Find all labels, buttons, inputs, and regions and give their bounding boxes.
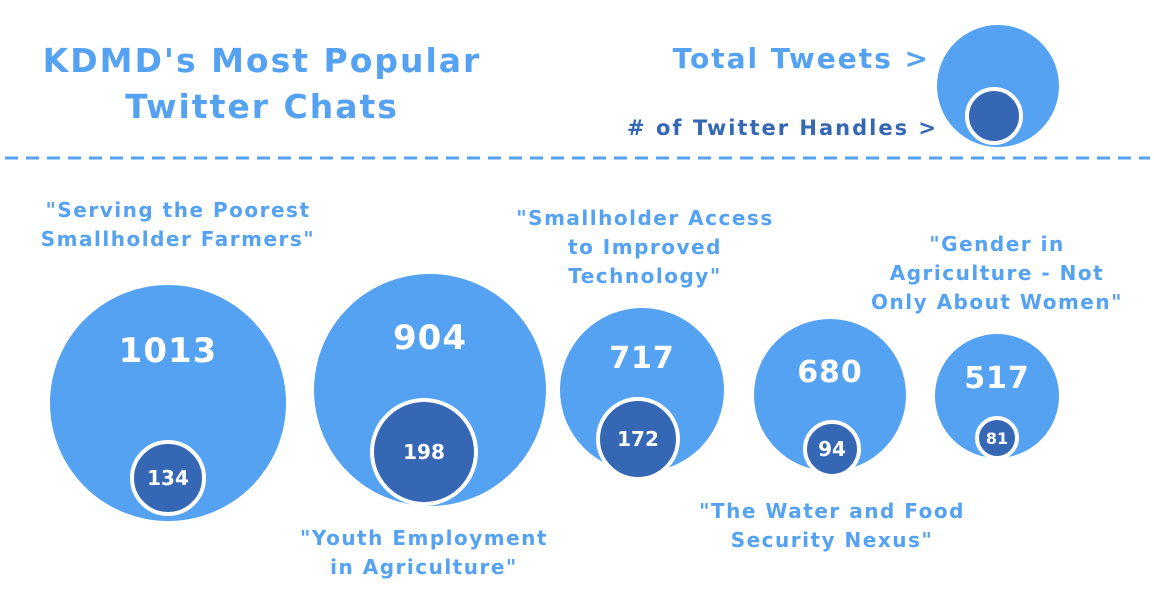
handles-bubble-5	[975, 416, 1019, 460]
total-tweets-value-4: 680	[797, 355, 863, 390]
legend-total-tweets-label: Total Tweets >	[673, 42, 930, 75]
total-tweets-value-1: 1013	[119, 331, 218, 371]
chart-title-line-2: Twitter Chats	[125, 87, 399, 126]
chat-label-4-line-1: "The Water and Food	[699, 499, 965, 523]
chart-title-line-1: KDMD's Most Popular	[43, 41, 482, 80]
handles-value-1: 134	[147, 466, 189, 490]
chat-label-5-line-1: "Gender in	[929, 232, 1064, 256]
total-tweets-bubble-1	[50, 285, 286, 521]
chat-label-4-line-2: Security Nexus"	[731, 528, 934, 552]
handles-value-4: 94	[818, 437, 846, 461]
chat-label-3-line-3: Technology"	[568, 264, 722, 288]
chat-label-2-line-1: "Youth Employment	[300, 526, 548, 550]
handles-value-3: 172	[617, 427, 659, 451]
total-tweets-value-5: 517	[964, 361, 1030, 396]
chat-label-2-line-2: in Agriculture"	[330, 555, 518, 579]
legend-handles-bubble	[965, 87, 1023, 145]
legend-handles-label: # of Twitter Handles >	[627, 116, 938, 140]
chat-label-5-line-2: Agriculture - Not	[890, 261, 1104, 285]
handles-value-5: 81	[986, 429, 1008, 448]
total-tweets-bubble-5	[935, 334, 1059, 458]
handles-bubble-4	[803, 420, 861, 478]
chat-label-5-line-3: Only About Women"	[871, 290, 1123, 314]
chat-label-3-line-2: to Improved	[568, 235, 722, 259]
handles-bubble-1	[130, 440, 206, 516]
chat-label-1-line-1: "Serving the Poorest	[45, 198, 310, 222]
total-tweets-bubble-4	[754, 319, 906, 471]
handles-value-2: 198	[403, 440, 445, 464]
chat-label-1-line-2: Smallholder Farmers"	[41, 227, 315, 251]
handles-bubble-3	[596, 397, 680, 481]
total-tweets-value-3: 717	[609, 341, 675, 376]
legend: Total Tweets > # of Twitter Handles >	[627, 25, 1059, 147]
handles-bubble-2	[370, 398, 478, 506]
chat-label-3-line-1: "Smallholder Access	[516, 206, 773, 230]
total-tweets-value-2: 904	[393, 318, 467, 358]
bubbles-group: 1013 134 "Serving the Poorest Smallholder F…	[41, 198, 1123, 579]
